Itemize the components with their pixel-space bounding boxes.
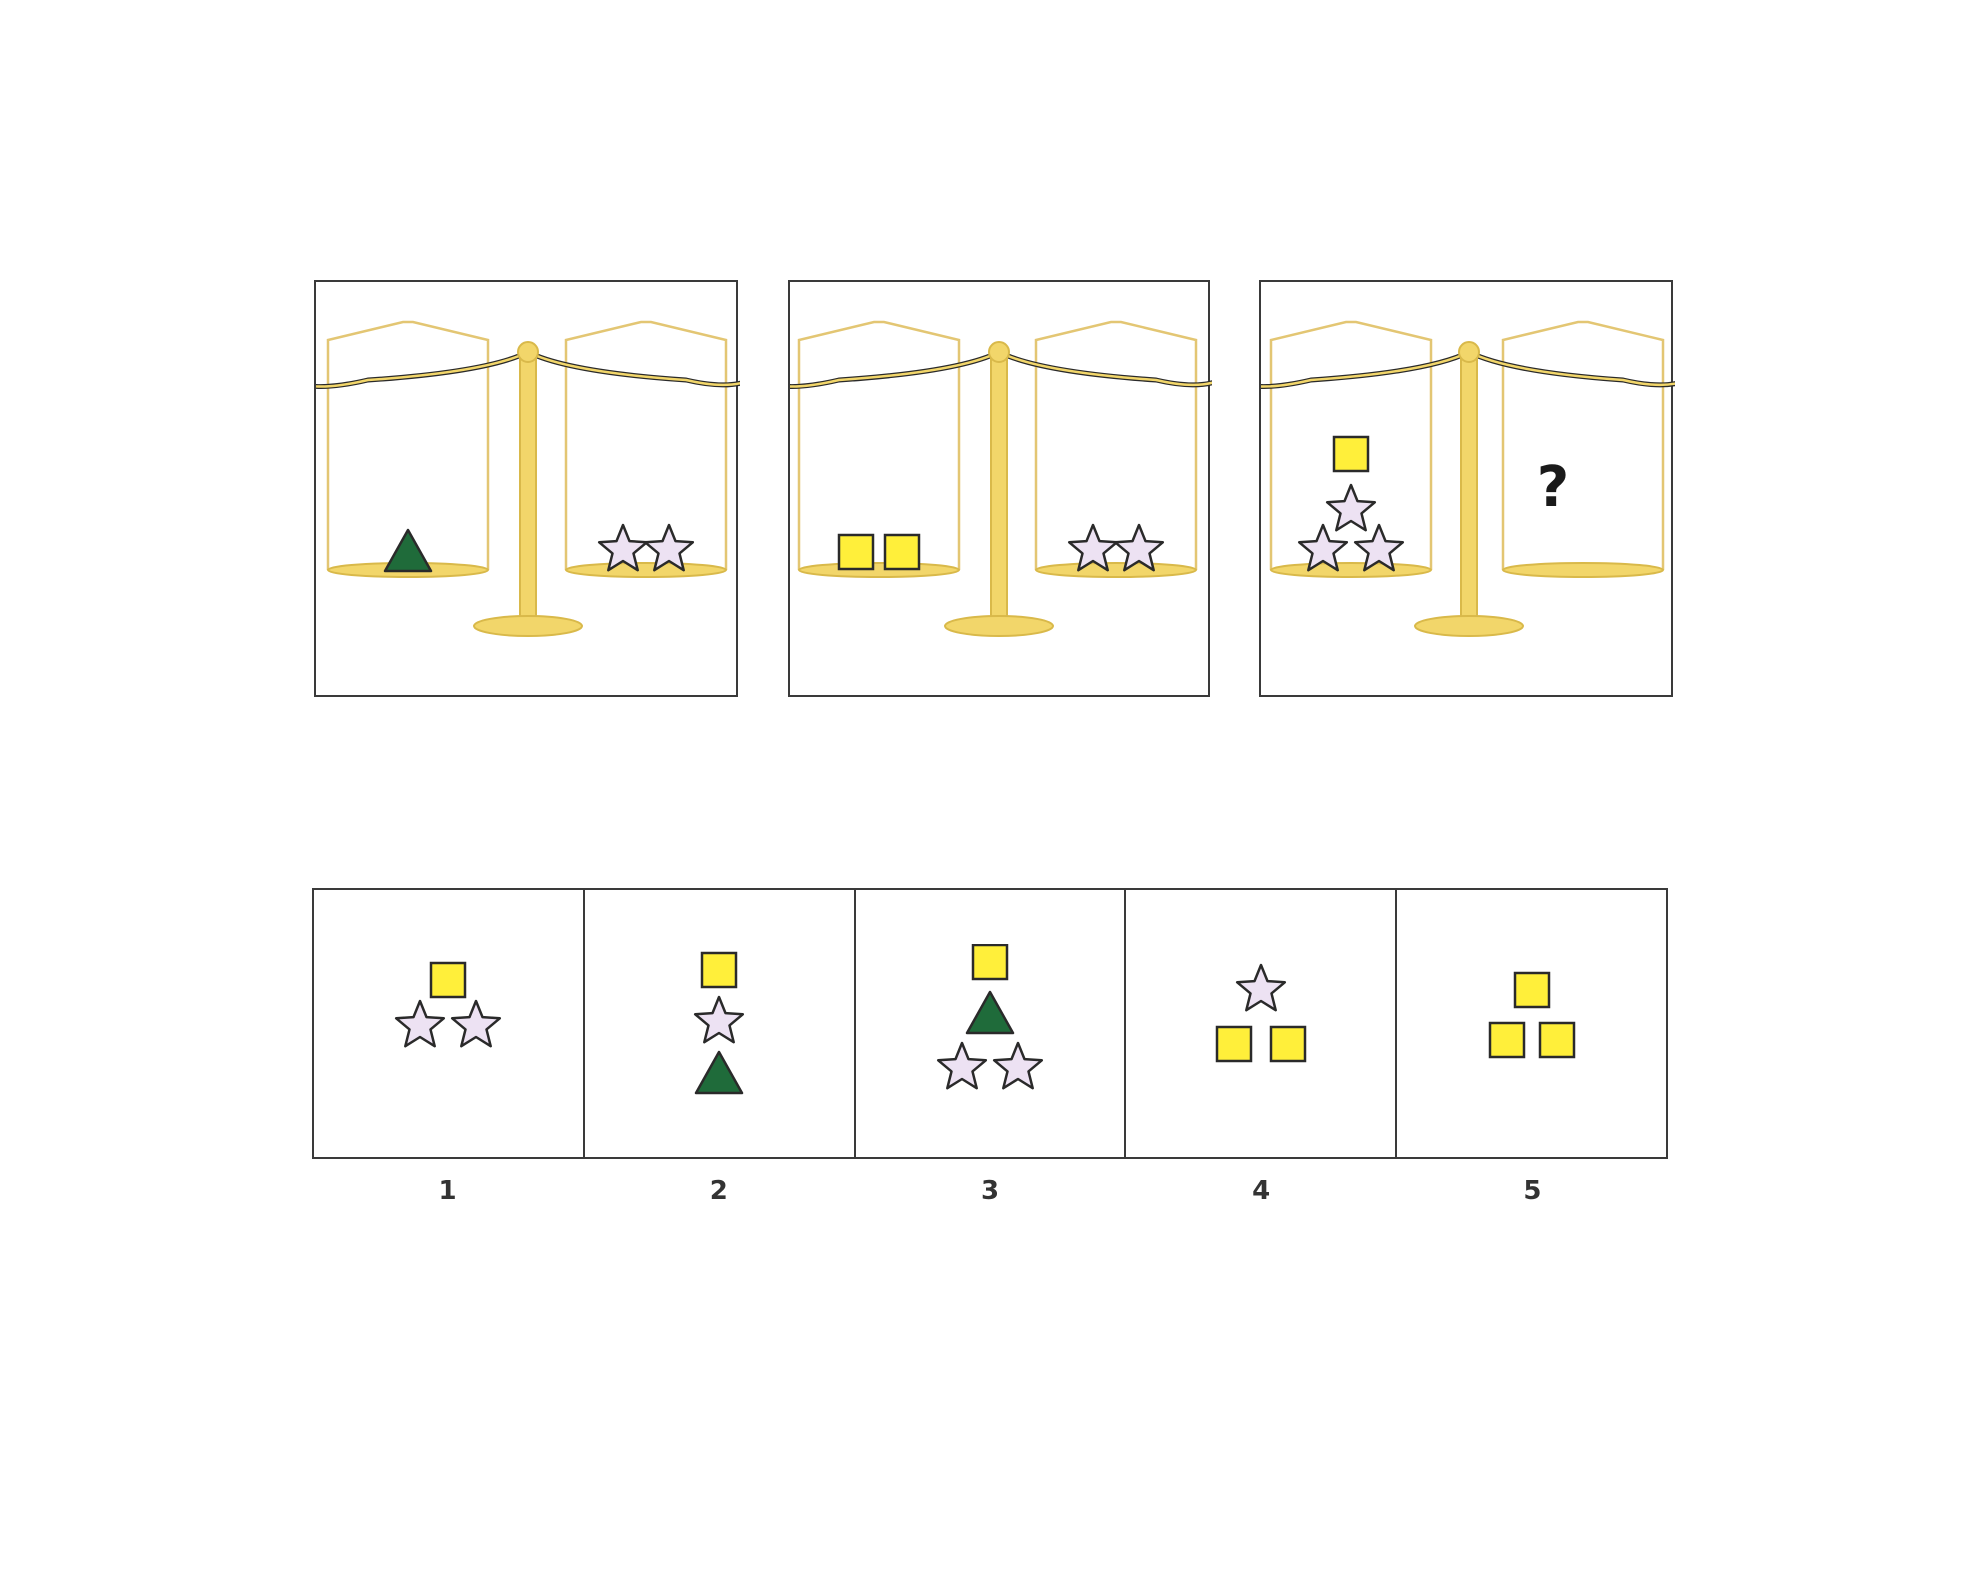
option-3-shapes [936, 943, 1044, 1089]
option-label-4: 4 [1252, 1176, 1271, 1206]
right-pan-frame [1501, 320, 1665, 570]
square-shape [837, 533, 875, 571]
left-pan-frame [1269, 320, 1433, 570]
right-pan-frame [564, 320, 728, 570]
option-1-shapes [395, 961, 502, 1047]
square-shape [1332, 435, 1370, 473]
star-shape [597, 523, 649, 572]
answer-options [312, 888, 1668, 1159]
base [1414, 615, 1524, 637]
star-shape [936, 1041, 988, 1089]
option-label-3: 3 [980, 1176, 1000, 1206]
right-pan-frame [1034, 320, 1198, 570]
star-shape [1235, 963, 1286, 1011]
square-shape [971, 943, 1009, 980]
puzzle-panel-3: ? [1259, 280, 1675, 697]
left-pan-frame [326, 320, 490, 570]
option-5-shapes [1488, 971, 1575, 1058]
star-shape [451, 999, 502, 1047]
option-label-5: 5 [1523, 1176, 1542, 1206]
option-4[interactable] [1124, 890, 1395, 1157]
star-shape [1353, 523, 1405, 572]
star-shape [395, 999, 446, 1047]
pillar [519, 351, 537, 621]
left-pan [798, 562, 960, 578]
base [944, 615, 1054, 637]
square-shape [430, 961, 467, 998]
triangle-shape [383, 528, 433, 573]
unknown-weight-question-mark: ? [1536, 455, 1570, 520]
puzzle-panel-2 [788, 280, 1212, 697]
square-shape [1488, 1021, 1525, 1058]
puzzle-panel-1 [314, 280, 740, 697]
star-shape [992, 1041, 1044, 1089]
star-shape [643, 523, 695, 572]
triangle-shape [694, 1050, 744, 1094]
option-4-shapes [1215, 963, 1307, 1062]
scale-2 [790, 320, 1212, 637]
square-shape [1215, 1025, 1253, 1062]
pivot [1458, 341, 1480, 363]
right-pan [1502, 562, 1664, 578]
square-shape [1538, 1021, 1575, 1058]
pivot [517, 341, 539, 363]
right-pan [565, 562, 727, 578]
right-pan [1035, 562, 1197, 578]
square-shape [883, 533, 921, 571]
star-shape [1325, 483, 1377, 532]
star-shape [1067, 523, 1119, 572]
option-1[interactable] [314, 890, 583, 1157]
left-pan [1270, 562, 1432, 578]
option-2[interactable] [582, 890, 854, 1157]
scale-3 [1261, 320, 1675, 637]
option-3[interactable] [853, 890, 1125, 1157]
base [473, 615, 583, 637]
pivot [988, 341, 1010, 363]
square-shape [700, 951, 738, 988]
triangle-shape [965, 990, 1015, 1034]
square-shape [1269, 1025, 1307, 1062]
scale-1 [316, 320, 740, 637]
left-pan-frame [797, 320, 961, 570]
option-label-2: 2 [709, 1176, 728, 1206]
option-2-shapes [694, 951, 745, 1094]
square-shape [1513, 971, 1550, 1008]
option-5[interactable] [1395, 890, 1666, 1157]
pillar [1460, 351, 1478, 621]
star-shape [1113, 523, 1165, 572]
pillar [990, 351, 1008, 621]
star-shape [1297, 523, 1349, 572]
option-label-1: 1 [438, 1176, 457, 1206]
star-shape [694, 995, 745, 1043]
option-labels: 1 2 3 4 5 [312, 1176, 1668, 1206]
